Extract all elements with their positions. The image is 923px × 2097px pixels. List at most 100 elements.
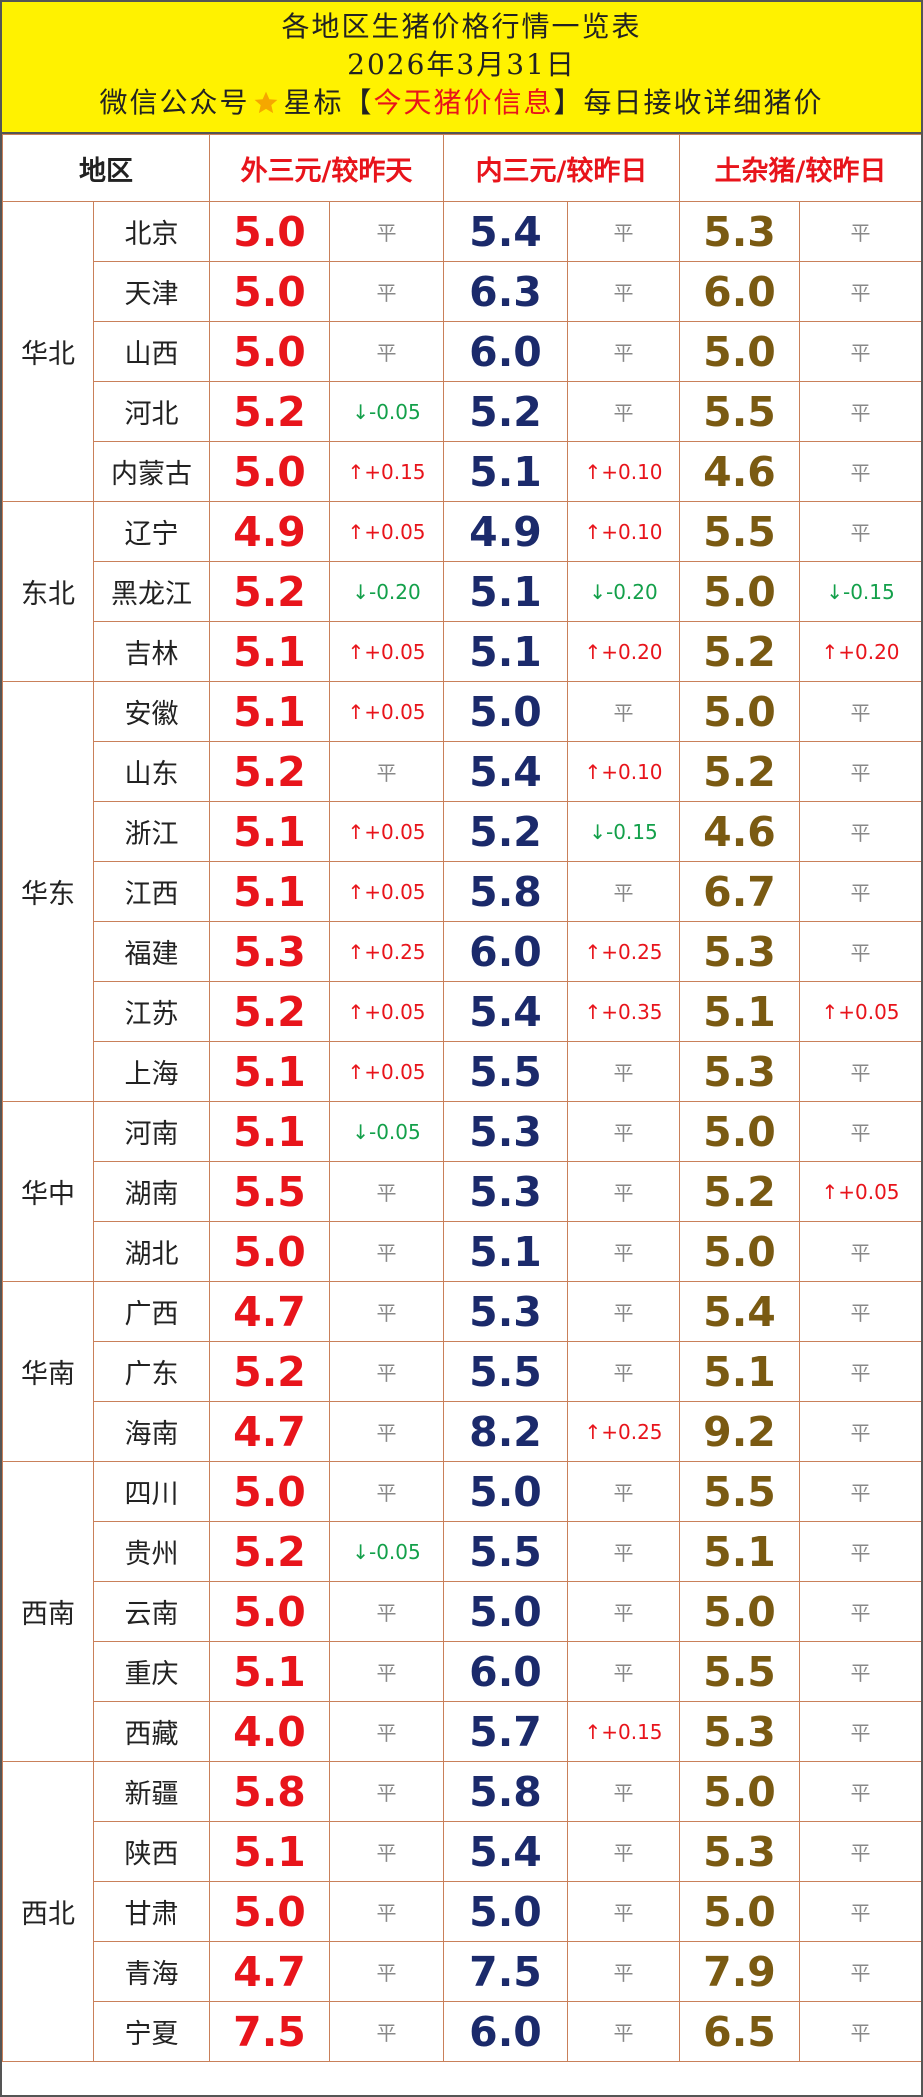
region-cell: 东北: [2, 501, 94, 682]
change-cell: ↑+0.25: [567, 1401, 680, 1462]
price-cell: 6.0: [443, 2001, 568, 2062]
price-cell: 5.3: [443, 1101, 568, 1162]
price-cell: 6.0: [443, 321, 568, 382]
price-cell: 5.2: [209, 981, 330, 1042]
change-cell: 平: [329, 261, 444, 322]
price-cell: 5.3: [679, 1821, 800, 1882]
province-cell: 黑龙江: [93, 561, 210, 622]
province-cell: 湖南: [93, 1161, 210, 1222]
price-cell: 5.4: [443, 741, 568, 802]
subtitle-mid: 星标【: [283, 86, 374, 119]
change-cell: ↓-0.05: [329, 381, 444, 442]
price-cell: 5.5: [679, 501, 800, 562]
header: 各地区生猪价格行情一览表 2026年3月31日 微信公众号 星标【今天猪价信息】每…: [2, 2, 921, 134]
province-cell: 江苏: [93, 981, 210, 1042]
table-row: 宁夏 7.5 平 6.0 平 6.5 平: [3, 2001, 921, 2062]
province-cell: 重庆: [93, 1641, 210, 1702]
title: 各地区生猪价格行情一览表: [281, 10, 642, 43]
change-cell: 平: [567, 1881, 680, 1942]
header-row: 地区 外三元/较昨天 内三元/较昨日 土杂猪/较昨日: [2, 134, 921, 202]
change-cell: 平: [567, 1161, 680, 1222]
table-row: 贵州 5.2 ↓-0.05 5.5 平 5.1 平: [3, 1521, 921, 1582]
price-cell: 5.3: [209, 921, 330, 982]
table-row: 吉林 5.1 ↑+0.05 5.1 ↑+0.20 5.2 ↑+0.20: [3, 621, 921, 682]
table-row: 华北 北京 5.0 平 5.4 平 5.3 平: [2, 201, 921, 502]
table-row: 江西 5.1 ↑+0.05 5.8 平 6.7 平: [3, 861, 921, 922]
change-cell: 平: [799, 1461, 921, 1522]
price-cell: 5.0: [443, 1581, 568, 1642]
change-cell: 平: [329, 1341, 444, 1402]
change-cell: 平: [799, 201, 921, 262]
province-cell: 新疆: [93, 1761, 210, 1822]
price-cell: 5.1: [209, 1821, 330, 1882]
change-cell: 平: [329, 321, 444, 382]
price-cell: 6.7: [679, 861, 800, 922]
change-cell: 平: [799, 1941, 921, 2002]
change-cell: ↓-0.15: [567, 801, 680, 862]
change-cell: ↑+0.10: [567, 441, 680, 502]
province-cell: 甘肃: [93, 1881, 210, 1942]
price-cell: 7.5: [443, 1941, 568, 2002]
price-cell: 5.1: [209, 1101, 330, 1162]
subtitle: 微信公众号 星标【今天猪价信息】每日接收详细猪价: [2, 84, 921, 122]
province-cell: 西藏: [93, 1701, 210, 1762]
price-cell: 5.3: [679, 1041, 800, 1102]
price-cell: 5.0: [209, 441, 330, 502]
region-cell: 华中: [2, 1101, 94, 1282]
price-cell: 5.1: [443, 441, 568, 502]
price-cell: 5.2: [443, 381, 568, 442]
price-cell: 5.3: [679, 1701, 800, 1762]
price-cell: 5.1: [209, 621, 330, 682]
price-cell: 5.2: [209, 561, 330, 622]
table-row: 华东 安徽 5.1 ↑+0.05 5.0 平 5.0 平: [2, 681, 921, 1102]
price-cell: 5.3: [443, 1281, 568, 1342]
change-cell: ↑+0.10: [567, 741, 680, 802]
province-cell: 浙江: [93, 801, 210, 862]
change-cell: ↓-0.15: [799, 561, 921, 622]
price-cell: 5.0: [443, 681, 568, 742]
change-cell: 平: [799, 501, 921, 562]
column-header: 地区: [2, 134, 210, 202]
change-cell: 平: [799, 321, 921, 382]
price-cell: 5.4: [443, 981, 568, 1042]
price-cell: 4.7: [209, 1401, 330, 1462]
change-cell: 平: [799, 1581, 921, 1642]
table-row: 天津 5.0 平 6.3 平 6.0 平: [3, 261, 921, 322]
change-cell: ↓-0.20: [329, 561, 444, 622]
table-row: 河北 5.2 ↓-0.05 5.2 平 5.5 平: [3, 381, 921, 442]
province-cell: 宁夏: [93, 2001, 210, 2062]
change-cell: ↑+0.05: [329, 801, 444, 862]
table-row: 甘肃 5.0 平 5.0 平 5.0 平: [3, 1881, 921, 1942]
change-cell: 平: [799, 1221, 921, 1282]
price-cell: 5.5: [679, 1641, 800, 1702]
price-cell: 5.2: [209, 381, 330, 442]
change-cell: 平: [799, 921, 921, 982]
price-cell: 6.5: [679, 2001, 800, 2062]
change-cell: 平: [567, 1041, 680, 1102]
province-cell: 内蒙古: [93, 441, 210, 502]
change-cell: ↑+0.05: [329, 1041, 444, 1102]
province-cell: 湖北: [93, 1221, 210, 1282]
change-cell: ↑+0.05: [329, 501, 444, 562]
change-cell: 平: [567, 1641, 680, 1702]
province-cell: 北京: [93, 201, 210, 262]
price-cell: 5.3: [679, 201, 800, 262]
price-cell: 5.3: [679, 921, 800, 982]
price-cell: 6.0: [443, 1641, 568, 1702]
change-cell: ↓-0.05: [329, 1521, 444, 1582]
province-cell: 山东: [93, 741, 210, 802]
region-cell: 西南: [2, 1461, 94, 1762]
province-cell: 河北: [93, 381, 210, 442]
province-cell: 山西: [93, 321, 210, 382]
price-cell: 5.0: [209, 1461, 330, 1522]
price-cell: 5.1: [679, 981, 800, 1042]
price-cell: 5.1: [443, 1221, 568, 1282]
province-cell: 福建: [93, 921, 210, 982]
change-cell: 平: [567, 1341, 680, 1402]
table-row: 西南 四川 5.0 平 5.0 平 5.5 平: [2, 1461, 921, 1762]
price-cell: 5.5: [443, 1521, 568, 1582]
price-cell: 5.2: [679, 621, 800, 682]
table-row: 山西 5.0 平 6.0 平 5.0 平: [3, 321, 921, 382]
change-cell: 平: [799, 681, 921, 742]
